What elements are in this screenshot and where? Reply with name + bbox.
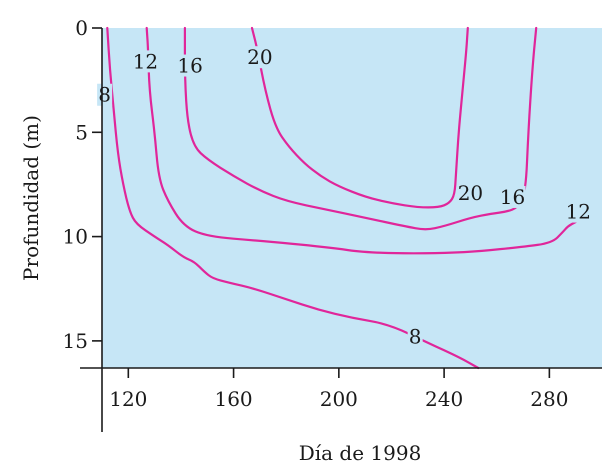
contour-label-bg (132, 50, 159, 73)
contour-label-8: 8 (409, 325, 422, 349)
y-tick-label: 0 (75, 16, 88, 40)
contour-label-12: 12 (566, 200, 591, 224)
contour-label-bg (407, 325, 423, 348)
x-tick-label: 120 (109, 387, 147, 411)
contour-label-16: 16 (177, 54, 202, 78)
x-axis-title: Día de 1998 (299, 441, 422, 465)
contour-line-20 (250, 26, 469, 209)
x-tick-label: 160 (214, 387, 252, 411)
contour-line-12 (145, 26, 577, 255)
y-axis-title: Profundidad (m) (19, 115, 43, 281)
x-tick-label: 200 (320, 387, 358, 411)
contour-line-8 (106, 26, 480, 370)
contour-label-bg (246, 46, 273, 69)
x-tick-label: 240 (425, 387, 463, 411)
contour-label-bg (457, 181, 484, 204)
contour-label-bg (565, 200, 592, 223)
axes: 0 5 10 15 120 160 200 240 280 (63, 16, 602, 432)
contour-lines (106, 26, 577, 370)
x-tick-label: 280 (530, 387, 568, 411)
contour-label-8: 8 (98, 83, 111, 107)
contour-label-20: 20 (458, 181, 483, 205)
contour-label-16: 16 (500, 185, 525, 209)
contour-label-20: 20 (247, 45, 272, 69)
y-tick-label: 5 (75, 120, 88, 144)
y-tick-label: 10 (63, 225, 88, 249)
contour-labels: 8 8 12 12 16 16 20 20 (97, 45, 592, 349)
contour-label-bg (97, 83, 113, 106)
contour-label-bg (177, 54, 204, 77)
y-tick-label: 15 (63, 329, 88, 353)
contour-label-bg (499, 185, 526, 208)
contour-label-12: 12 (133, 49, 158, 73)
